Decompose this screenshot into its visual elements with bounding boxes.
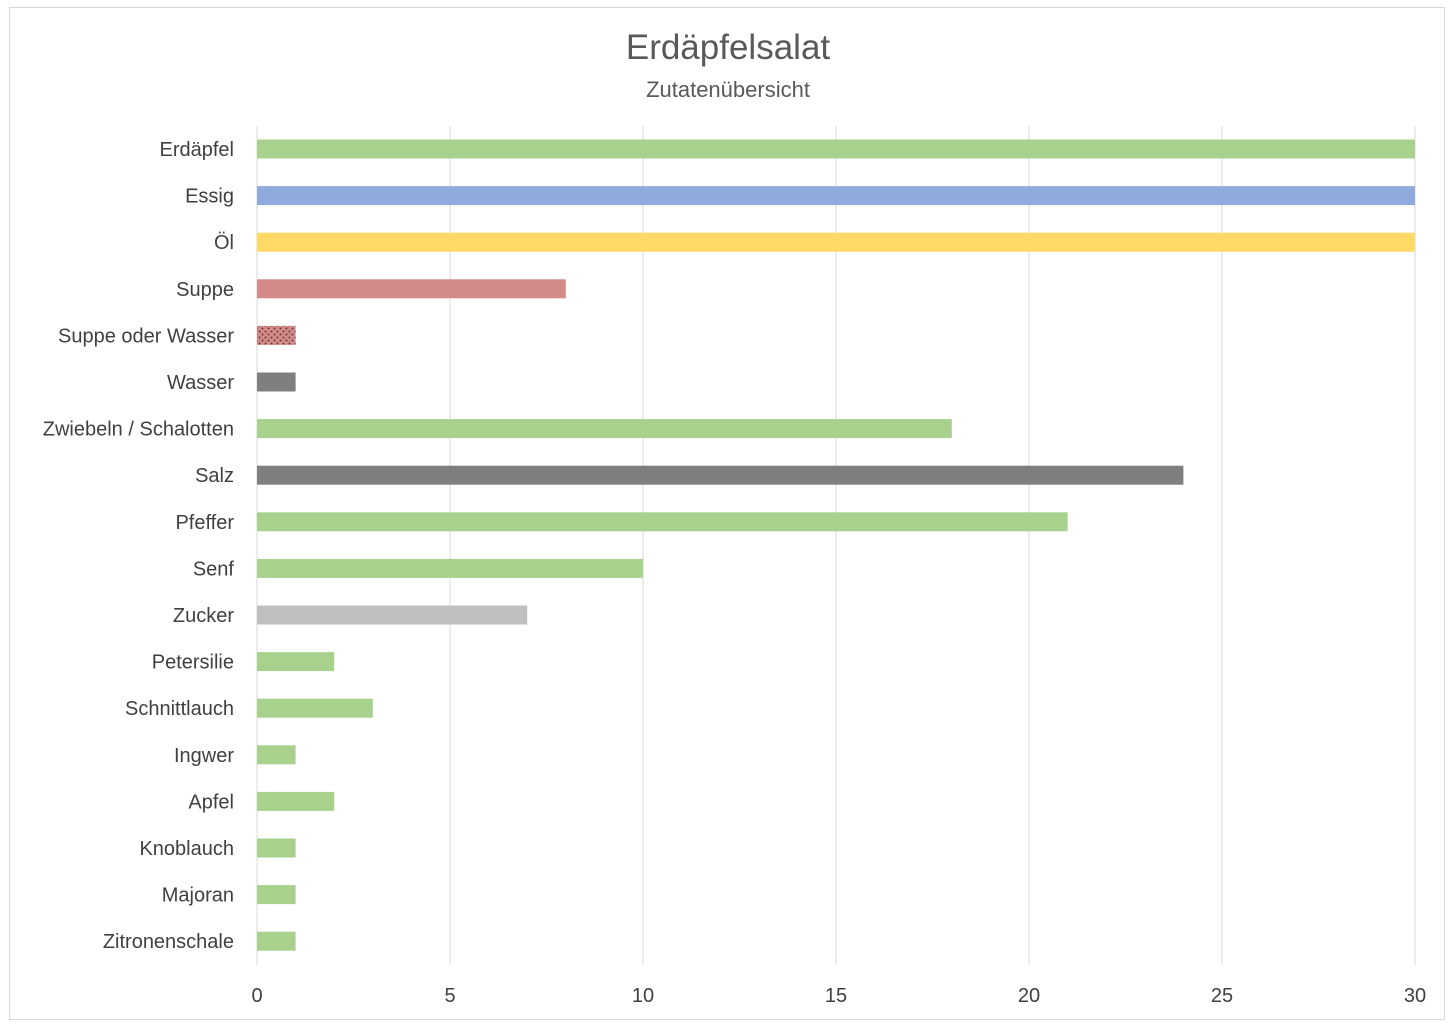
category-label: Erdäpfel [160,139,235,161]
category-label: Majoran [162,885,234,907]
category-label: Pfeffer [175,512,234,534]
bar-senf [257,558,643,578]
bar-pfeffer [257,512,1068,532]
bar-zwiebeln-schalotten [257,419,952,439]
category-label: Wasser [167,372,234,394]
category-label: Suppe [176,279,234,301]
bar-schnittlauch [257,698,373,718]
category-label: Knoblauch [139,838,234,860]
bar-suppe-oder-wasser [257,325,296,345]
x-tick-label: 30 [1404,985,1426,1007]
x-tick-label: 10 [632,985,654,1007]
x-axis-tick-labels: 0 5 10 15 20 25 30 [251,985,1426,1007]
bar-salz [257,465,1184,485]
category-labels: Erdäpfel Essig Öl Suppe Suppe oder Wasser Was… [43,139,235,953]
x-tick-label: 0 [251,985,262,1007]
bar-apfel [257,791,335,811]
bar-wasser [257,372,296,392]
category-label: Zucker [173,605,234,627]
category-label: Ingwer [174,745,234,767]
bar-essig [257,186,1415,206]
category-label: Zitronenschale [103,931,234,953]
bar-zucker [257,605,528,625]
bar-erdäpfel [257,139,1415,159]
x-tick-label: 20 [1018,985,1040,1007]
bar-majoran [257,885,296,905]
bar-suppe [257,279,566,299]
x-tick-label: 5 [444,985,455,1007]
bar-knoblauch [257,838,296,858]
category-label: Suppe oder Wasser [58,325,234,347]
category-label: Petersilie [152,652,234,674]
category-label: Essig [185,186,234,208]
gridlines [256,126,1416,965]
bar-öl [257,232,1415,252]
category-label: Schnittlauch [125,698,234,720]
bars [257,139,1415,951]
x-tick-label: 15 [825,985,847,1007]
category-label: Senf [193,558,235,580]
chart-title: Erdäpfelsalat [626,28,831,67]
x-tick-label: 25 [1211,985,1233,1007]
bar-petersilie [257,652,335,672]
category-label: Öl [214,232,234,254]
bar-zitronenschale [257,931,296,951]
bar-ingwer [257,745,296,765]
category-label: Salz [195,465,234,487]
category-label: Zwiebeln / Schalotten [43,419,234,441]
chart-subtitle: Zutatenübersicht [646,77,810,102]
category-label: Apfel [188,791,234,813]
